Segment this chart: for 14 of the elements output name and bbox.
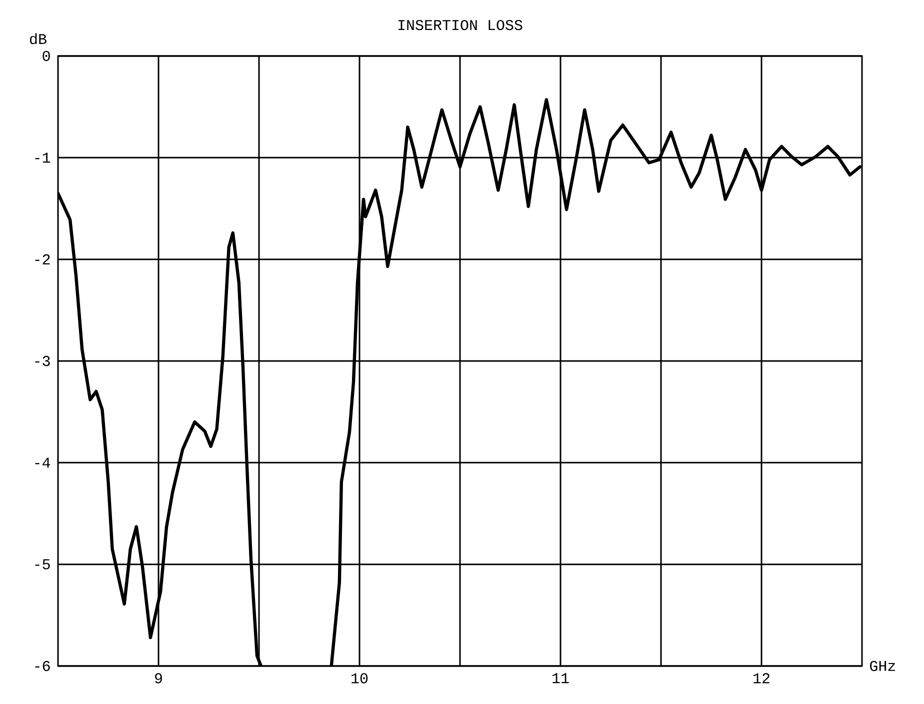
- y-tick-label: -4: [35, 458, 50, 468]
- y-tick-label: -2: [35, 254, 50, 264]
- x-tick-label: 10: [352, 673, 368, 684]
- x-tick-label: 12: [754, 673, 770, 684]
- x-tick-label: 9: [155, 673, 162, 684]
- y-tick-label: -1: [35, 152, 50, 163]
- y-tick-label: -3: [35, 356, 50, 366]
- y-tick-label: -5: [35, 559, 50, 570]
- x-tick-label: 11: [552, 673, 569, 684]
- chart-title: INSERTION LOSS: [398, 20, 522, 30]
- y-tick-label: -6: [35, 660, 50, 672]
- y-axis-title: dB: [30, 33, 46, 44]
- y-tick-label: 0: [42, 50, 50, 62]
- x-axis-title: GHz: [870, 660, 896, 672]
